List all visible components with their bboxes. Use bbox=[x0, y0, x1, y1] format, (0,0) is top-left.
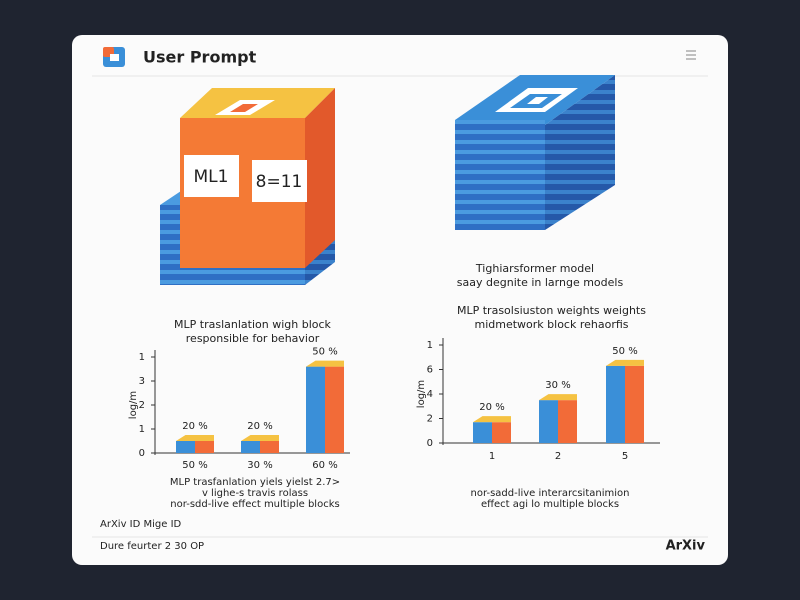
bar-top bbox=[241, 435, 279, 441]
right-illustration bbox=[455, 75, 615, 230]
illustration-label: ML1 bbox=[194, 167, 229, 187]
bar-value-label: 20 % bbox=[479, 402, 504, 413]
y-axis-label: log/m bbox=[128, 391, 139, 419]
bar-top bbox=[606, 359, 644, 366]
y-tick-label: 1 bbox=[427, 340, 433, 351]
chart-caption: MLP trasfanlation yiels yielst 2.7> bbox=[170, 477, 340, 488]
y-tick-label: 2 bbox=[427, 414, 433, 425]
y-tick-label: 2 bbox=[139, 400, 145, 411]
bar-front bbox=[606, 365, 625, 443]
footer-brand: ArXiv bbox=[666, 539, 706, 554]
chart-title: MLP traslanlation wigh block bbox=[174, 318, 332, 331]
chart-title: responsible for behavior bbox=[186, 332, 320, 345]
bar-front bbox=[176, 441, 195, 453]
bar-side bbox=[492, 422, 511, 443]
y-tick-label: 4 bbox=[427, 389, 433, 400]
bar-value-label: 50 % bbox=[612, 346, 637, 357]
bar bbox=[176, 435, 214, 453]
right-text: saay degnite in larnge models bbox=[457, 276, 624, 289]
illustration-label: 8=11 bbox=[256, 172, 303, 192]
footer-id: ArXiv ID Mige ID bbox=[100, 519, 182, 530]
bar-side bbox=[195, 441, 214, 453]
chart-caption: v lighe-s travis rolass bbox=[202, 488, 308, 499]
bar-value-label: 20 % bbox=[182, 421, 207, 432]
y-tick-label: 0 bbox=[139, 448, 145, 459]
bar bbox=[306, 360, 344, 453]
bar-side bbox=[325, 366, 344, 453]
y-tick-label: 6 bbox=[427, 365, 433, 376]
y-tick-label: 1 bbox=[139, 352, 145, 363]
x-tick-label: 60 % bbox=[312, 460, 337, 471]
bar-side bbox=[260, 441, 279, 453]
y-tick-label: 0 bbox=[427, 438, 433, 449]
chart-caption: nor-sdd-live effect multiple blocks bbox=[170, 499, 339, 510]
x-tick-label: 2 bbox=[555, 451, 561, 462]
bar-top bbox=[539, 394, 577, 401]
right-text: Tighiarsformer model bbox=[475, 262, 594, 275]
bar-value-label: 30 % bbox=[545, 380, 570, 391]
bar bbox=[473, 416, 511, 443]
bar bbox=[606, 359, 644, 443]
bar-top bbox=[176, 435, 214, 441]
bar-side bbox=[625, 365, 644, 443]
bar-front bbox=[539, 400, 558, 443]
menu-button[interactable] bbox=[686, 50, 696, 60]
bar bbox=[539, 394, 577, 443]
bar-front bbox=[241, 441, 260, 453]
bar-top bbox=[306, 360, 344, 367]
x-tick-label: 30 % bbox=[247, 460, 272, 471]
header-title: User Prompt bbox=[143, 48, 257, 67]
bar bbox=[241, 435, 279, 453]
y-tick-label: 1 bbox=[139, 424, 145, 435]
bar-side bbox=[558, 400, 577, 443]
footer-date: Dure feurter 2 30 OP bbox=[100, 541, 204, 552]
chart-title: midmetwork block rehaorfis bbox=[474, 318, 628, 331]
y-axis-label: log/m bbox=[416, 380, 427, 408]
bar-value-label: 50 % bbox=[312, 347, 337, 358]
bar-value-label: 20 % bbox=[247, 421, 272, 432]
chart-caption: effect agi lo multiple blocks bbox=[481, 499, 619, 510]
chart-caption: nor-sadd-live interarcsitanimion bbox=[471, 488, 630, 499]
bar-front bbox=[306, 366, 325, 453]
bar-front bbox=[473, 422, 492, 443]
y-tick-label: 3 bbox=[139, 376, 145, 387]
x-tick-label: 1 bbox=[489, 451, 495, 462]
left-illustration bbox=[160, 88, 335, 285]
chart-title: MLP trasolsiuston weights weights bbox=[457, 304, 646, 317]
x-tick-label: 50 % bbox=[182, 460, 207, 471]
x-tick-label: 5 bbox=[622, 451, 628, 462]
bar-top bbox=[473, 416, 511, 423]
app-icon bbox=[103, 47, 125, 67]
